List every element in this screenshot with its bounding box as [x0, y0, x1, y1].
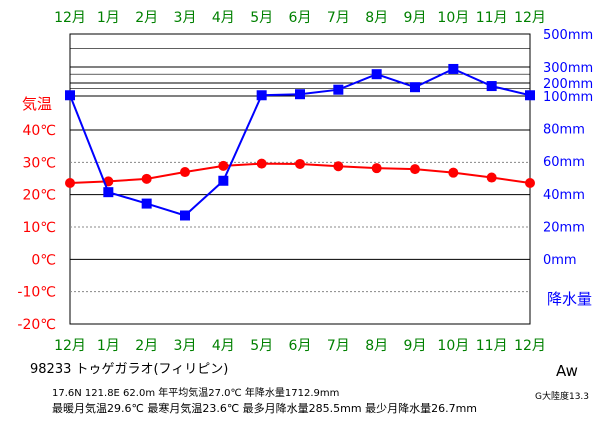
precipitation-point — [410, 82, 420, 93]
precipitation-point — [448, 63, 459, 74]
temperature-point — [180, 167, 190, 178]
precipitation-point — [333, 84, 344, 95]
temp-tick-label: 0℃ — [31, 252, 56, 268]
precip-tick-label: 60mm — [543, 155, 585, 170]
month-label-bottom: 6月 — [289, 338, 312, 354]
precip-tick-label: 500mm — [543, 28, 593, 43]
temperature-point — [141, 173, 152, 184]
continentality: G大陸度13.3 — [535, 392, 590, 402]
month-label-top: 12月 — [514, 10, 546, 26]
month-label-bottom: 10月 — [437, 338, 469, 354]
month-label-top: 5月 — [250, 10, 273, 26]
temp-tick-label: 20℃ — [22, 188, 56, 204]
month-label-bottom: 12月 — [514, 338, 546, 354]
month-label-top: 1月 — [97, 10, 120, 26]
station-extremes: 最暖月気温29.6℃ 最寒月気温23.6℃ 最多月降水量285.5mm 最少月降… — [52, 402, 478, 415]
temp-tick-label: -10℃ — [17, 285, 56, 301]
precipitation-point — [218, 175, 229, 186]
precipitation-point — [525, 90, 535, 101]
temp-tick-label: 10℃ — [22, 220, 56, 236]
month-label-top: 11月 — [476, 10, 508, 26]
precipitation-point — [256, 90, 267, 101]
precip-tick-label: 80mm — [543, 123, 585, 138]
precipitation-point — [371, 69, 382, 80]
precip-tick-label: 0mm — [543, 253, 577, 268]
month-label-top: 9月 — [404, 10, 427, 26]
precipitation-point — [141, 198, 152, 209]
precip-tick-label: 200mm — [543, 77, 593, 92]
month-label-bottom: 8月 — [365, 338, 388, 354]
temperature-point — [371, 163, 382, 174]
month-label-top: 3月 — [174, 10, 197, 26]
month-label-bottom: 1月 — [97, 338, 120, 354]
month-label-bottom: 4月 — [212, 338, 235, 354]
temperature-point — [65, 178, 75, 189]
precip-tick-label: 100mm — [543, 90, 593, 105]
temperature-point — [525, 178, 535, 189]
temperature-point — [448, 167, 459, 178]
precipitation-point — [180, 210, 190, 221]
month-label-top: 10月 — [437, 10, 469, 26]
precip-axis-label: 降水量 — [547, 290, 592, 308]
temperature-point — [295, 158, 305, 169]
precipitation-point — [486, 81, 497, 92]
month-label-bottom: 9月 — [404, 338, 427, 354]
month-label-top: 12月 — [54, 10, 86, 26]
month-label-bottom: 2月 — [135, 338, 158, 354]
climate-class: Aw — [556, 362, 578, 380]
temp-tick-label: -20℃ — [17, 317, 56, 333]
precipitation-point — [103, 187, 114, 198]
month-label-bottom: 7月 — [327, 338, 350, 354]
temp-tick-label: 40℃ — [22, 123, 56, 139]
temperature-point — [410, 164, 420, 175]
month-label-top: 8月 — [365, 10, 388, 26]
month-label-top: 6月 — [289, 10, 312, 26]
temperature-point — [333, 161, 344, 172]
month-label-top: 4月 — [212, 10, 235, 26]
temperature-point — [256, 158, 267, 169]
month-label-bottom: 3月 — [174, 338, 197, 354]
temp-axis-label: 気温 — [22, 95, 52, 113]
temperature-point — [486, 172, 497, 183]
precipitation-point — [295, 89, 305, 100]
month-label-bottom: 11月 — [476, 338, 508, 354]
temp-tick-label: 30℃ — [22, 155, 56, 171]
temperature-point — [218, 160, 229, 171]
precipitation-point — [65, 90, 75, 101]
station-summary: 17.6N 121.8E 62.0m 年平均気温27.0℃ 年降水量1712.9… — [52, 388, 340, 399]
precip-tick-label: 20mm — [543, 220, 585, 235]
station-name: 98233 トゥゲガラオ(フィリピン) — [30, 362, 229, 377]
month-label-top: 2月 — [135, 10, 158, 26]
month-label-bottom: 12月 — [54, 338, 86, 354]
month-label-top: 7月 — [327, 10, 350, 26]
month-label-bottom: 5月 — [250, 338, 273, 354]
precip-tick-label: 300mm — [543, 61, 593, 76]
precip-tick-label: 40mm — [543, 188, 585, 203]
